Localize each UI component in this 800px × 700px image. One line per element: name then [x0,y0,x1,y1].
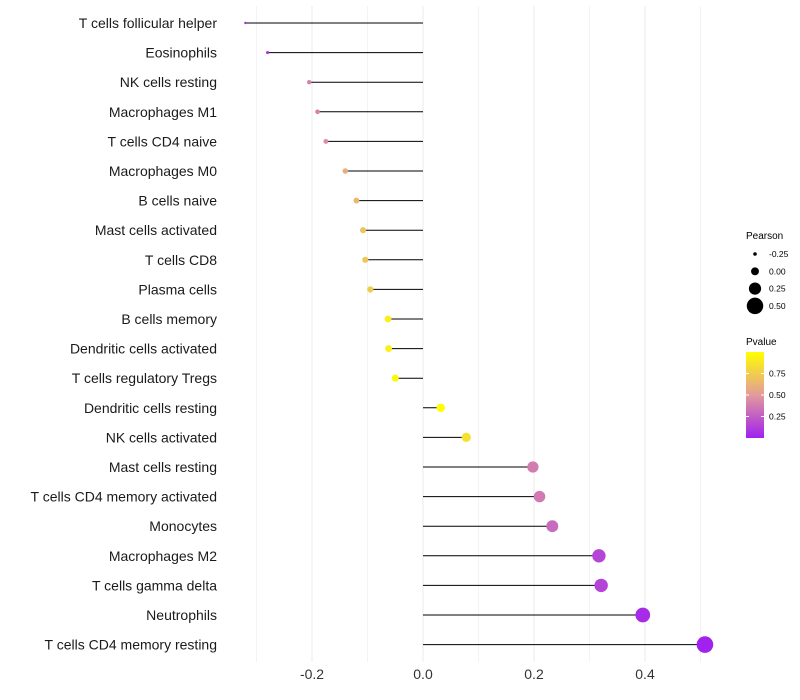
x-tick-label: -0.2 [300,666,324,682]
category-label: T cells CD8 [145,252,217,268]
color-legend-title: Pvalue [746,337,777,348]
lollipop-points [244,21,714,653]
category-label: Plasma cells [138,281,217,297]
lollipop-point [367,286,374,293]
category-label: Macrophages M0 [109,163,217,179]
category-label: Mast cells resting [109,459,217,475]
category-label: Eosinophils [145,45,217,61]
lollipop-point [315,109,320,115]
colorbar-label: 0.25 [769,412,786,422]
lollipop-point [323,138,329,144]
pearson-size-legend: Pearson -0.25 0.00 0.25 0.50 [746,231,789,315]
size-legend-key [748,282,762,295]
category-label: NK cells activated [106,429,217,445]
lollipop-point [244,21,247,25]
category-label: Neutrophils [146,607,217,623]
category-label: Monocytes [149,518,217,534]
lollipop-point [266,51,270,55]
lollipop-point [436,403,445,413]
lollipop-point [384,315,392,323]
colorbar-label: 0.50 [769,390,786,400]
category-label: Macrophages M1 [109,104,217,120]
lollipop-point [307,80,312,85]
size-legend-label: 0.00 [769,266,786,276]
category-label: Dendritic cells activated [70,341,217,357]
lollipop-point [635,607,651,623]
size-legend-label: -0.25 [769,249,789,259]
pvalue-colorbar [746,352,764,438]
size-legend-label: 0.50 [769,301,786,311]
category-label: T cells CD4 memory resting [45,637,217,653]
size-legend-key [753,252,757,256]
category-labels: T cells follicular helper Eosinophils NK c… [31,15,218,653]
category-label: T cells follicular helper [79,15,218,31]
category-label: T cells regulatory Tregs [72,370,217,386]
lollipop-stems [245,22,705,646]
size-legend-label: 0.25 [769,284,786,294]
lollipop-point [533,490,546,503]
category-label: Mast cells activated [95,222,217,238]
lollipop-point [461,432,471,443]
category-label: Macrophages M2 [109,548,217,564]
lollipop-point [360,227,367,234]
lollipop-point [546,520,559,533]
size-legend-title: Pearson [746,231,783,242]
x-tick-label: 0.2 [524,666,544,682]
category-label: T cells gamma delta [92,577,217,593]
lollipop-point [385,345,393,353]
lollipop-point [391,374,399,382]
category-label: NK cells resting [120,74,217,90]
size-legend-key [751,267,759,276]
lollipop-point [362,256,369,263]
lollipop-point [342,168,349,174]
lollipop-point [594,578,608,593]
x-tick-label: 0.0 [413,666,433,682]
category-label: B cells naive [138,193,217,209]
category-label: B cells memory [121,311,217,327]
grid-lines [256,6,701,662]
colorbar-label: 0.75 [769,369,786,379]
category-label: T cells CD4 memory activated [31,489,217,505]
lollipop-point [696,636,714,653]
category-label: T cells CD4 naive [108,133,218,149]
category-label: Dendritic cells resting [84,400,217,416]
lollipop-point [527,461,539,473]
x-tick-label: 0.4 [635,666,655,682]
pvalue-color-legend: Pvalue 0.25 0.50 0.75 [746,337,786,438]
size-legend-key [746,297,764,315]
lollipop-point [353,197,360,204]
x-axis-ticks: -0.2 0.0 0.2 0.4 [300,666,655,682]
lollipop-point [592,549,606,563]
